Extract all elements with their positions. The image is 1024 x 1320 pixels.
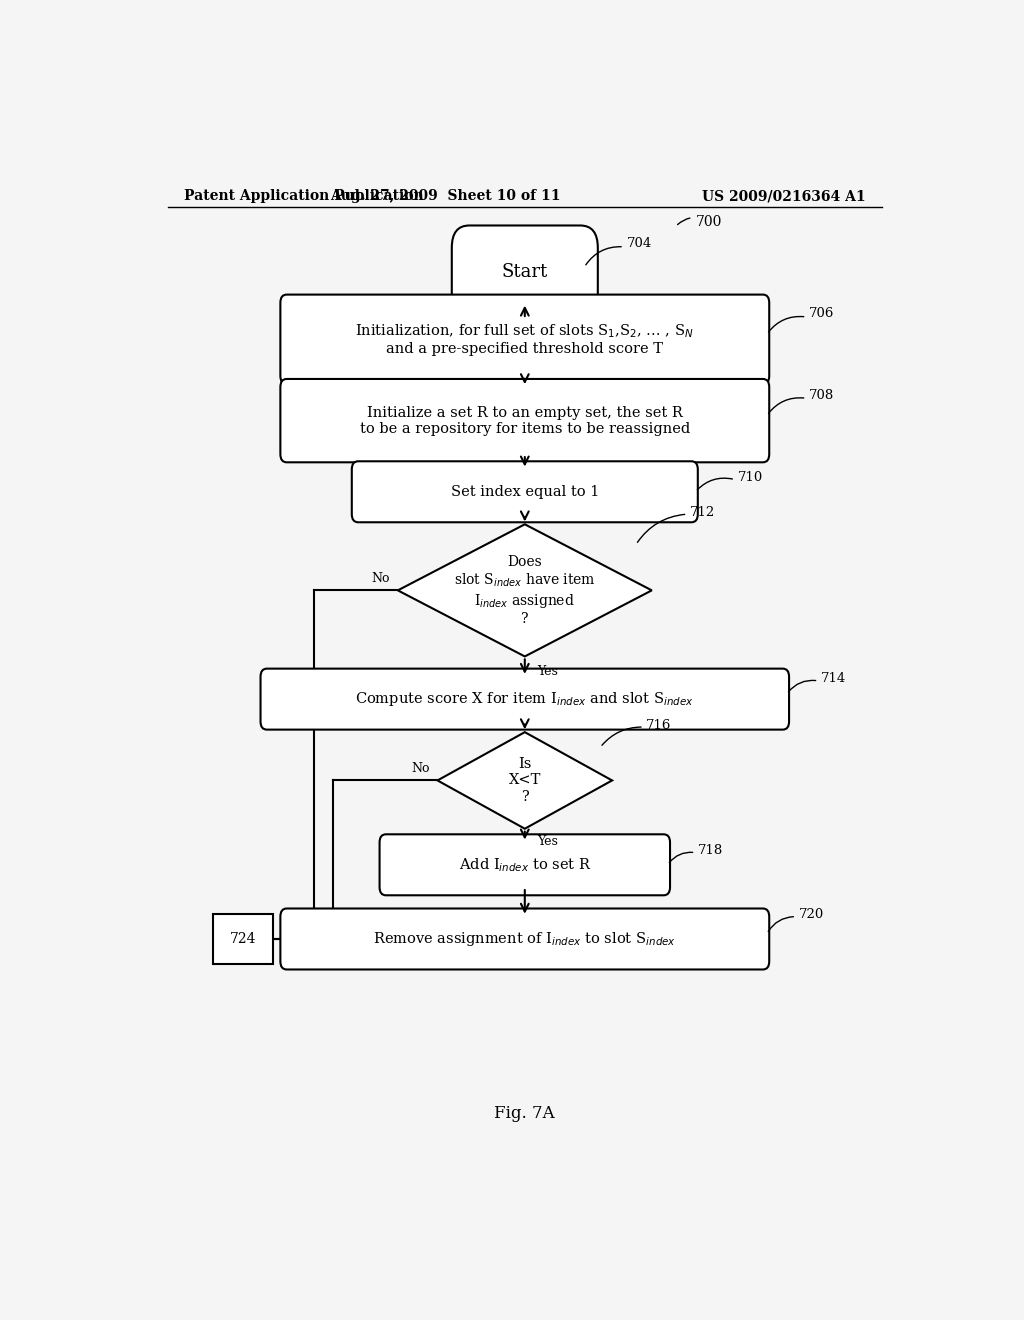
- Text: No: No: [372, 573, 390, 585]
- Text: Start: Start: [502, 263, 548, 281]
- Text: Is
X<T
?: Is X<T ?: [509, 758, 541, 804]
- Text: Initialization, for full set of slots S$_1$,S$_2$, … , S$_N$
and a pre-specified: Initialization, for full set of slots S$…: [355, 322, 694, 356]
- FancyBboxPatch shape: [352, 461, 697, 523]
- Text: 712: 712: [690, 506, 715, 519]
- FancyBboxPatch shape: [213, 913, 272, 965]
- FancyBboxPatch shape: [281, 908, 769, 969]
- Text: Add I$_{index}$ to set R: Add I$_{index}$ to set R: [459, 855, 591, 874]
- Text: Aug. 27, 2009  Sheet 10 of 11: Aug. 27, 2009 Sheet 10 of 11: [330, 189, 561, 203]
- Text: Remove assignment of I$_{index}$ to slot S$_{index}$: Remove assignment of I$_{index}$ to slot…: [374, 931, 676, 948]
- FancyBboxPatch shape: [281, 379, 769, 462]
- Text: 714: 714: [821, 672, 846, 685]
- FancyBboxPatch shape: [380, 834, 670, 895]
- Text: Yes: Yes: [537, 834, 558, 847]
- Text: Yes: Yes: [537, 664, 558, 677]
- Text: 710: 710: [737, 471, 763, 484]
- FancyBboxPatch shape: [260, 669, 790, 730]
- Text: 718: 718: [697, 843, 723, 857]
- Text: Patent Application Publication: Patent Application Publication: [183, 189, 423, 203]
- Text: Initialize a set R to an empty set, the set R
to be a repository for items to be: Initialize a set R to an empty set, the …: [359, 405, 690, 436]
- Text: 704: 704: [627, 238, 651, 251]
- Text: 720: 720: [799, 908, 824, 921]
- Text: 724: 724: [229, 932, 256, 946]
- Polygon shape: [437, 733, 612, 829]
- Text: 708: 708: [809, 388, 835, 401]
- Text: Set index equal to 1: Set index equal to 1: [451, 484, 599, 499]
- Text: 716: 716: [646, 718, 672, 731]
- Polygon shape: [397, 524, 652, 656]
- Text: 706: 706: [809, 308, 835, 321]
- FancyBboxPatch shape: [281, 294, 769, 384]
- Text: Compute score X for item I$_{index}$ and slot S$_{index}$: Compute score X for item I$_{index}$ and…: [355, 690, 694, 708]
- Text: Does
slot S$_{index}$ have item
I$_{index}$ assigned
?: Does slot S$_{index}$ have item I$_{inde…: [454, 554, 596, 626]
- Text: No: No: [411, 763, 430, 775]
- Text: Fig. 7A: Fig. 7A: [495, 1105, 555, 1122]
- Text: 700: 700: [678, 215, 722, 230]
- Text: US 2009/0216364 A1: US 2009/0216364 A1: [702, 189, 866, 203]
- FancyBboxPatch shape: [452, 226, 598, 319]
